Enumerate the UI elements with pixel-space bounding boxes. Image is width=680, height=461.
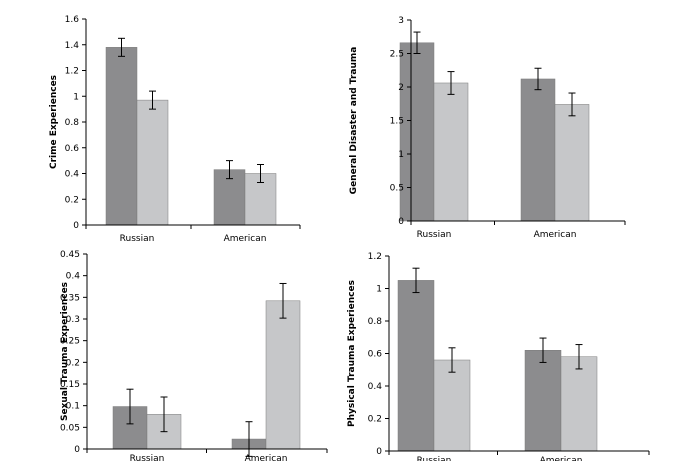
y-axis-title: Crime Experiences [49,75,59,169]
error-bar-american-series-2 [575,344,583,370]
error-bar-russian-series-1 [413,31,421,54]
bar-american-series-1 [524,350,562,452]
y-tick-label: 1 [398,150,404,160]
error-bar-russian-series-1 [126,388,134,425]
y-tick-label: 0.35 [60,293,80,303]
general-disaster-trauma-chart: 0 0.5 1 1.5 2 2.5 3 Russian American General Disa… [349,16,626,240]
y-tick-label: 0.2 [66,358,80,368]
error-bar-russian-series-2 [160,396,168,433]
crime-experiences-chart: 0 0.2 0.4 0.6 0.8 1 1.2 1.4 1.6 Russian American Cr… [49,15,301,244]
y-tick-label: 0.8 [368,317,383,327]
y-axis-title: Sexual Trauma Experiences [60,282,70,421]
error-bar-american-series-2 [279,282,287,319]
error-bar-american-series-1 [539,337,547,363]
y-axis-title: General Disaster and Trauma [349,47,359,195]
y-tick-label: 0.4 [66,272,81,282]
y-tick-label: 0 [398,217,404,227]
y-tick-label: 0.6 [65,144,80,154]
error-bar-russian-series-2 [447,71,455,95]
y-tick-label: 1 [73,92,79,102]
bar-russian-series-1 [397,280,435,452]
bar-russian-series-1 [399,42,435,222]
y-tick-label: 0.6 [368,350,383,360]
y-tick-label: 0.3 [66,315,80,325]
category-label-american: American [534,230,577,240]
error-bar-russian-series-2 [149,90,156,110]
y-tick-label: 0 [74,445,80,455]
y-tick-label: 0.1 [66,402,80,412]
error-bar-american-series-1 [226,160,233,180]
y-tick-label: 1.4 [65,41,80,51]
y-tick-label: 0.05 [60,423,80,433]
category-label-american: American [224,234,267,244]
error-bar-russian-series-1 [118,37,125,57]
y-tick-label: 0.2 [368,415,382,425]
error-bar-american-series-1 [534,67,542,91]
y-tick-label: 1 [376,285,382,295]
y-tick-label: 0.4 [65,170,80,180]
category-label-american: American [540,456,583,461]
error-bar-american-series-1 [245,421,253,457]
error-bar-russian-series-1 [412,267,420,294]
category-label-american: American [245,454,288,461]
y-tick-label: 0.45 [60,250,80,260]
category-label-russian: Russian [417,456,452,461]
y-tick-label: 0.8 [65,118,80,128]
bar-russian-series-2 [433,82,469,222]
y-tick-label: 1.6 [65,15,80,25]
y-tick-label: 1.2 [65,67,79,77]
y-tick-label: 2.5 [390,50,404,60]
y-tick-label: 0.15 [60,380,80,390]
y-tick-label: 1.2 [368,252,382,262]
physical-trauma-experiences-chart: 0 0.2 0.4 0.6 0.8 1 1.2 Russian American Physical… [347,252,650,461]
y-tick-label: 3 [398,16,404,26]
y-axis-title: Physical Trauma Experiences [347,280,357,427]
bar-american-series-1 [520,78,556,222]
y-tick-label: 0 [376,447,382,457]
bar-russian-series-2 [136,99,169,226]
y-tick-label: 0 [73,221,79,231]
sexual-trauma-experiences-chart: 0 0.05 0.1 0.15 0.2 0.25 0.3 0.35 0.4 0.45 Russian… [60,250,328,461]
y-tick-label: 0.5 [390,184,404,194]
category-label-russian: Russian [130,454,165,461]
bar-american-series-2 [560,356,598,452]
y-tick-label: 0.2 [65,195,79,205]
category-label-russian: Russian [417,230,452,240]
error-bar-american-series-2 [568,92,576,117]
y-tick-label: 0.25 [60,337,80,347]
error-bar-russian-series-2 [448,347,456,373]
bar-american-series-2 [554,104,590,222]
y-tick-label: 2 [398,83,404,93]
error-bar-american-series-2 [257,163,264,184]
y-tick-label: 0.4 [368,382,383,392]
bar-russian-series-1 [105,47,138,226]
bar-american-series-2 [265,300,301,450]
category-label-russian: Russian [120,234,155,244]
y-tick-label: 1.5 [390,117,404,127]
bar-russian-series-2 [433,359,471,452]
